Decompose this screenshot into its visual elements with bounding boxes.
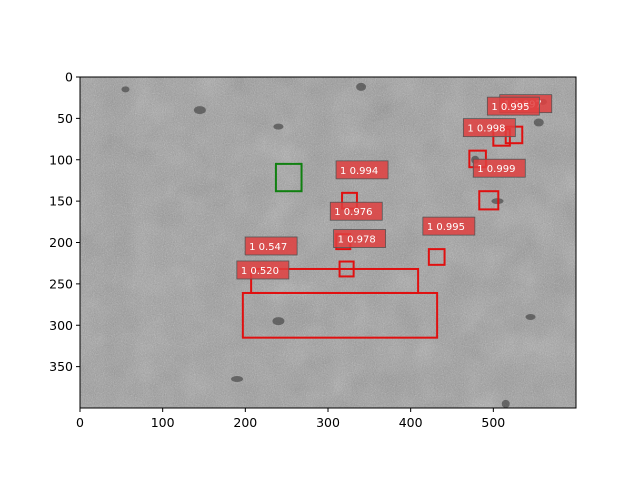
detection-label-bg bbox=[244, 236, 298, 256]
x-tick-label: 500 bbox=[481, 415, 505, 430]
crater-shadow bbox=[121, 86, 130, 93]
detection-label: 1 0.995 bbox=[427, 222, 465, 233]
x-tick-label: 300 bbox=[316, 415, 340, 430]
detection-label-bg bbox=[486, 96, 540, 116]
crater-shadow bbox=[525, 313, 536, 320]
detection-label: 1 0.976 bbox=[334, 207, 372, 218]
y-tick-label: 150 bbox=[49, 194, 73, 209]
detection-label-bg bbox=[329, 201, 383, 221]
detection-box bbox=[241, 291, 439, 339]
detection-label-bg bbox=[462, 118, 516, 138]
ground-truth-boxes bbox=[274, 162, 303, 193]
detection-label: 1 0.520 bbox=[241, 266, 279, 277]
crater-shadow bbox=[273, 123, 284, 130]
crater-shadow bbox=[193, 106, 206, 115]
crater-shadow bbox=[356, 82, 367, 91]
crater-shadow bbox=[533, 118, 544, 127]
detection-label: 1 0.998 bbox=[467, 124, 505, 135]
detection-label-bg bbox=[472, 158, 526, 178]
x-tick-label: 0 bbox=[76, 415, 84, 430]
crater-shadow bbox=[231, 376, 244, 383]
y-tick-label: 250 bbox=[49, 276, 73, 291]
crater-shadow bbox=[272, 317, 285, 326]
ground-truth-box bbox=[274, 162, 303, 193]
detection-label-bg bbox=[335, 160, 389, 180]
detection-label: 1 0.547 bbox=[249, 242, 287, 253]
y-tick-label: 50 bbox=[57, 111, 73, 126]
crater-shadow bbox=[501, 399, 510, 408]
detection-label-bg bbox=[422, 216, 476, 236]
detection-label: 1 0.999 bbox=[477, 164, 515, 175]
detection-box bbox=[427, 248, 446, 266]
axes: 0 100 200 300 400 500 0 50 100 150 200 250 300 350 bbox=[49, 70, 577, 430]
detection-label-bg bbox=[236, 260, 290, 280]
detection-label: 1 0.995 bbox=[491, 102, 529, 113]
detection-box bbox=[478, 190, 500, 211]
y-tick-label: 350 bbox=[49, 359, 73, 374]
detection-label-bg bbox=[333, 229, 386, 248]
detection-label: 1 0.978 bbox=[338, 235, 376, 246]
x-tick-label: 200 bbox=[233, 415, 257, 430]
y-tick-label: 100 bbox=[49, 152, 73, 167]
y-tick-label: 300 bbox=[49, 318, 73, 333]
y-tick-label: 200 bbox=[49, 235, 73, 250]
x-tick-label: 400 bbox=[399, 415, 423, 430]
y-tick-label: 0 bbox=[65, 70, 73, 85]
x-tick-label: 100 bbox=[151, 415, 175, 430]
detection-label: 1 0.994 bbox=[340, 166, 378, 177]
